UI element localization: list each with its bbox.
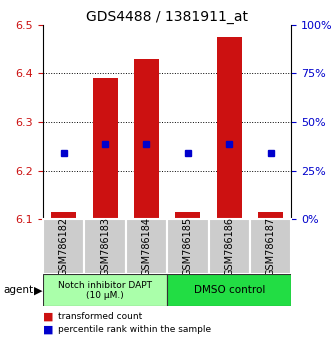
FancyBboxPatch shape — [250, 219, 291, 274]
Text: ■: ■ — [43, 312, 54, 322]
Title: GDS4488 / 1381911_at: GDS4488 / 1381911_at — [86, 10, 248, 24]
Bar — [217, 37, 242, 219]
Text: ■: ■ — [43, 324, 54, 334]
Text: GSM786182: GSM786182 — [59, 217, 69, 276]
Text: GSM786187: GSM786187 — [265, 217, 276, 276]
FancyBboxPatch shape — [209, 219, 250, 274]
Bar — [175, 212, 200, 219]
FancyBboxPatch shape — [43, 219, 84, 274]
Text: GSM786183: GSM786183 — [100, 217, 110, 276]
Bar — [258, 212, 283, 219]
FancyBboxPatch shape — [167, 274, 291, 306]
Bar — [93, 78, 118, 219]
FancyBboxPatch shape — [167, 219, 209, 274]
Bar — [134, 59, 159, 219]
Text: Notch inhibitor DAPT
(10 μM.): Notch inhibitor DAPT (10 μM.) — [58, 281, 152, 300]
Text: GSM786185: GSM786185 — [183, 217, 193, 276]
FancyBboxPatch shape — [126, 219, 167, 274]
Bar — [51, 212, 76, 219]
FancyBboxPatch shape — [84, 219, 126, 274]
Text: agent: agent — [3, 285, 33, 295]
Text: ▶: ▶ — [34, 285, 42, 295]
Text: DMSO control: DMSO control — [194, 285, 265, 295]
Text: GSM786186: GSM786186 — [224, 217, 234, 276]
Text: transformed count: transformed count — [58, 312, 142, 321]
FancyBboxPatch shape — [43, 274, 167, 306]
Text: percentile rank within the sample: percentile rank within the sample — [58, 325, 211, 334]
Text: GSM786184: GSM786184 — [141, 217, 152, 276]
